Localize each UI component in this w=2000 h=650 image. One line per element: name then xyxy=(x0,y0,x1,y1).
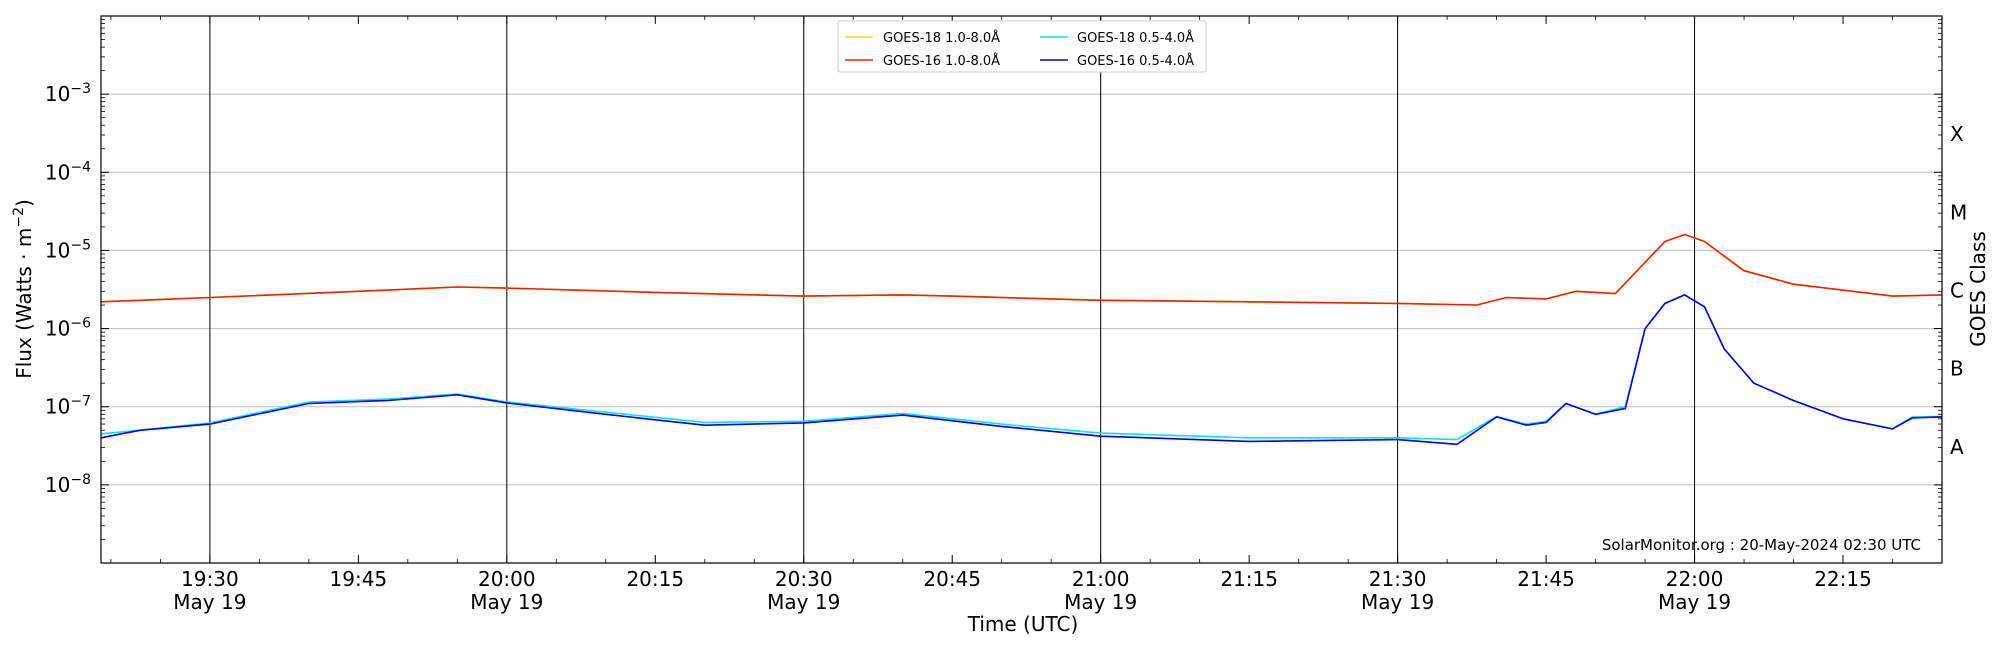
series-line-goes16-long xyxy=(100,233,1943,306)
x-tick-time-label: 19:45 xyxy=(330,567,388,591)
y-axis-title: Flux (Watts · m−2) xyxy=(11,199,36,379)
legend: GOES-18 1.0-8.0Å GOES-18 0.5-4.0Å GOES-1… xyxy=(837,20,1207,73)
x-tick-date-label: May 19 xyxy=(1064,590,1137,614)
y-tick-label: 10−3 xyxy=(45,81,91,106)
goes-class-label: M xyxy=(1950,200,1967,224)
x-tick-time-label: 20:00 xyxy=(478,567,536,591)
legend-label-goes16-long: GOES-16 1.0-8.0Å xyxy=(883,53,1000,69)
x-tick-date-label: May 19 xyxy=(1361,590,1434,614)
y-tick-exponent: −8 xyxy=(70,472,91,488)
axis-ticks xyxy=(101,16,1943,563)
goes-class-axis-title: GOES Class xyxy=(1966,231,1990,347)
y-tick-base: 10 xyxy=(45,473,70,497)
y-tick-exponent: −5 xyxy=(70,237,91,253)
x-tick-time-label: 21:45 xyxy=(1517,567,1575,591)
y-tick-exponent: −3 xyxy=(70,81,91,97)
x-tick-date-label: May 19 xyxy=(470,590,543,614)
y-tick-base: 10 xyxy=(45,317,70,341)
x-tick-time-label: 19:30 xyxy=(181,567,239,591)
x-tick-time-label: 20:15 xyxy=(626,567,684,591)
y-tick-label: 10−8 xyxy=(45,472,91,497)
y-tick-base: 10 xyxy=(45,238,70,262)
x-tick-time-label: 20:45 xyxy=(923,567,981,591)
y-tick-base: 10 xyxy=(45,395,70,419)
legend-label-goes16-short: GOES-16 0.5-4.0Å xyxy=(1077,53,1194,69)
y-tick-label: 10−7 xyxy=(45,394,91,419)
x-axis-title: Time (UTC) xyxy=(967,612,1079,636)
day-vertical-lines xyxy=(209,16,1696,563)
y-tick-base: 10 xyxy=(45,160,70,184)
source-annotation: SolarMonitor.org : 20-May-2024 02:30 UTC xyxy=(1602,536,1921,554)
x-tick-time-label: 22:00 xyxy=(1666,567,1724,591)
y-tick-labels: 10−310−410−510−610−710−8 xyxy=(45,81,91,497)
goes-class-label: B xyxy=(1950,357,1964,381)
goes-class-labels: X M C B A xyxy=(1950,122,1967,459)
y-axis-title-sup: −2 xyxy=(11,207,27,228)
y-axis-title-close: ) xyxy=(12,199,36,207)
x-tick-date-label: May 19 xyxy=(173,590,246,614)
legend-box xyxy=(837,20,1207,73)
x-tick-date-label: May 19 xyxy=(1658,590,1731,614)
goes-class-label: A xyxy=(1950,435,1964,459)
legend-label-goes18-short: GOES-18 0.5-4.0Å xyxy=(1077,30,1194,46)
y-axis-title-main: Flux (Watts · m xyxy=(12,228,36,379)
y-tick-exponent: −7 xyxy=(70,394,91,410)
series-lines xyxy=(100,233,1943,446)
legend-label-goes18-long: GOES-18 1.0-8.0Å xyxy=(883,30,1000,46)
x-tick-time-label: 21:00 xyxy=(1072,567,1130,591)
y-tick-label: 10−5 xyxy=(45,237,91,262)
x-tick-date-label: May 19 xyxy=(767,590,840,614)
x-tick-time-label: 22:15 xyxy=(1814,567,1872,591)
plot-frame xyxy=(100,15,1943,564)
y-tick-label: 10−6 xyxy=(45,316,91,341)
x-tick-time-label: 21:15 xyxy=(1220,567,1278,591)
y-tick-base: 10 xyxy=(45,82,70,106)
y-tick-exponent: −6 xyxy=(70,316,91,332)
goes-class-label: C xyxy=(1950,279,1964,303)
goes-class-label: X xyxy=(1950,122,1964,146)
grid-lines xyxy=(101,93,1942,486)
x-tick-time-label: 20:30 xyxy=(775,567,833,591)
y-tick-label: 10−4 xyxy=(45,159,91,184)
y-tick-exponent: −4 xyxy=(70,159,91,175)
series-line-goes16-short xyxy=(100,294,1943,446)
x-tick-time-label: 21:30 xyxy=(1369,567,1427,591)
